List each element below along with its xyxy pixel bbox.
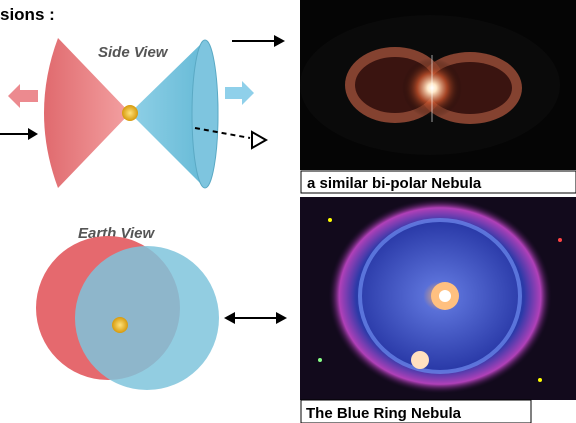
nebula-image	[300, 0, 576, 170]
nebula-image	[300, 197, 576, 400]
caption: The Blue Ring Nebula	[306, 405, 462, 422]
caption: a similar bi-polar Nebula	[307, 175, 482, 192]
heading: sions :	[0, 5, 55, 24]
earth-view	[36, 236, 287, 390]
diagram-label: Side View	[98, 44, 169, 61]
slide: sions : Side View Earth View a	[0, 0, 576, 423]
